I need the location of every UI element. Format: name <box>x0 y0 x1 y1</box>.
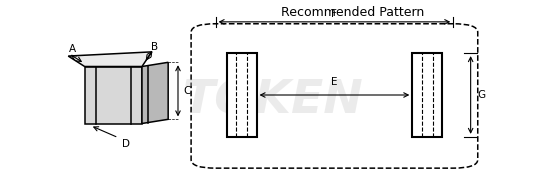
Text: G: G <box>478 90 486 100</box>
Bar <box>412 53 442 137</box>
Polygon shape <box>68 52 152 66</box>
Text: Recommended Pattern: Recommended Pattern <box>281 6 424 19</box>
Text: B: B <box>151 42 158 52</box>
Polygon shape <box>142 62 168 124</box>
Text: F: F <box>331 9 337 19</box>
Text: E: E <box>331 77 337 87</box>
Polygon shape <box>85 66 142 124</box>
Text: A: A <box>68 44 76 54</box>
Text: C: C <box>183 86 191 96</box>
Text: TOKEN: TOKEN <box>182 78 364 123</box>
Bar <box>227 53 257 137</box>
Text: D: D <box>122 139 130 149</box>
